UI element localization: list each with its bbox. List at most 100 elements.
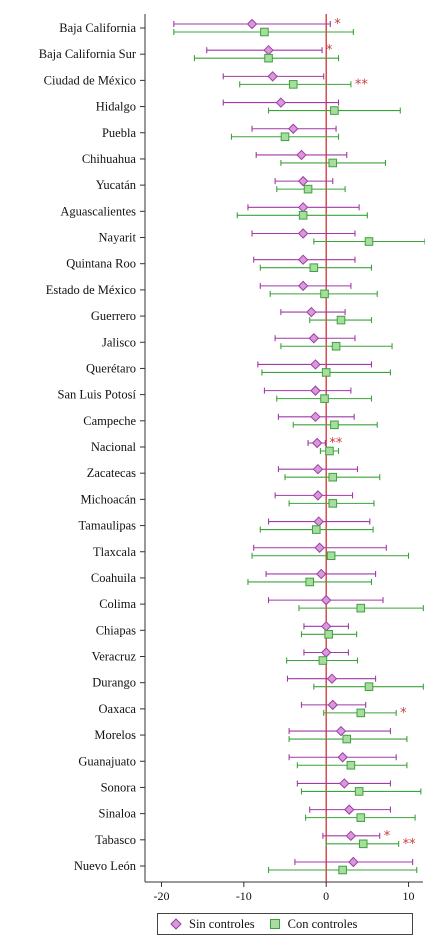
category-label: Colima (99, 597, 136, 611)
category-label: Quintana Roo (66, 257, 136, 271)
point-sin-controles (308, 333, 320, 344)
point-sin-controles (320, 594, 332, 606)
point-sin-controles (296, 149, 307, 161)
point-sin-controles (310, 359, 321, 370)
category-label: Hidalgo (96, 100, 136, 114)
category-label: Guanajuato (78, 754, 136, 768)
category-label: Baja California (59, 21, 136, 35)
category-label: Querétaro (86, 361, 136, 375)
significance-marker: ** (355, 77, 369, 92)
point-sin-controles (297, 280, 309, 292)
point-con-controles (328, 499, 338, 508)
point-sin-controles (345, 830, 357, 842)
point-con-controles (264, 53, 273, 63)
point-con-controles (342, 734, 352, 744)
point-sin-controles (335, 725, 347, 737)
category-label: Nacional (91, 440, 137, 454)
point-sin-controles (246, 18, 258, 30)
point-con-controles (320, 289, 329, 299)
category-label: Sonora (101, 780, 137, 794)
point-sin-controles (312, 463, 324, 475)
point-sin-controles (320, 621, 332, 632)
point-sin-controles (313, 516, 324, 527)
point-con-controles (330, 420, 339, 430)
point-con-controles (356, 603, 366, 613)
diamond-marker-icon (170, 918, 182, 930)
point-sin-controles (310, 411, 321, 423)
point-sin-controles (275, 97, 287, 108)
point-con-controles (364, 237, 374, 246)
category-label: Michoacán (80, 492, 136, 506)
point-sin-controles (297, 228, 309, 239)
category-label: Nuevo León (74, 859, 137, 873)
x-tick-label: 0 (323, 889, 329, 903)
category-label: Yucatán (96, 178, 137, 192)
point-con-controles (331, 341, 341, 351)
point-con-controles (298, 211, 308, 220)
point-con-controles (311, 525, 321, 534)
square-marker-icon (269, 919, 280, 929)
point-sin-controles (314, 542, 325, 553)
category-label: Campeche (83, 414, 136, 428)
point-sin-controles (311, 437, 323, 449)
point-con-controles (324, 630, 333, 639)
category-label: Chiapas (96, 623, 136, 637)
point-sin-controles (339, 778, 350, 789)
point-sin-controles (310, 385, 321, 396)
point-sin-controles (297, 175, 309, 187)
point-con-controles (320, 394, 329, 403)
point-con-controles (280, 132, 290, 142)
point-con-controles (325, 446, 334, 456)
point-sin-controles (320, 647, 332, 658)
point-con-controles (305, 577, 315, 587)
point-con-controles (330, 106, 339, 115)
category-label: Coahuila (91, 571, 137, 585)
category-label: Zacatecas (87, 466, 136, 480)
significance-marker: * (384, 829, 391, 844)
category-label: Jalisco (102, 335, 136, 349)
category-label: Ciudad de México (44, 73, 136, 87)
point-con-controles (303, 184, 313, 194)
category-label: Sinaloa (99, 807, 137, 821)
point-sin-controles (297, 254, 309, 265)
x-tick-label: 10 (403, 889, 415, 903)
category-label: Tabasco (95, 833, 136, 847)
point-sin-controles (344, 804, 355, 815)
point-sin-controles (297, 202, 309, 213)
category-label: Veracruz (92, 650, 137, 664)
point-con-controles (288, 80, 298, 89)
point-con-controles (358, 839, 368, 849)
point-con-controles (328, 472, 338, 482)
significance-marker: ** (403, 837, 417, 852)
point-con-controles (336, 315, 346, 325)
significance-marker: * (334, 17, 341, 32)
category-label: Tlaxcala (93, 545, 136, 559)
point-sin-controles (337, 752, 348, 763)
category-label: Chihuahua (82, 152, 137, 166)
x-tick-label: -20 (153, 889, 169, 903)
point-sin-controles (267, 71, 278, 82)
category-label: Guerrero (91, 309, 136, 323)
point-sin-controles (326, 673, 338, 684)
point-con-controles (260, 27, 269, 37)
category-label: Morelos (94, 728, 136, 742)
point-sin-controles (348, 856, 359, 868)
point-sin-controles (327, 699, 338, 711)
x-tick-label: -10 (236, 889, 252, 903)
point-con-controles (338, 865, 347, 875)
point-con-controles (364, 682, 374, 691)
point-con-controles (321, 368, 331, 377)
point-con-controles (326, 551, 336, 561)
legend-item-con-controles: Con controles (269, 917, 357, 932)
category-label: Puebla (102, 126, 136, 140)
significance-marker: * (326, 43, 333, 58)
point-con-controles (354, 787, 364, 796)
point-sin-controles (263, 44, 274, 56)
category-label: Nayarit (99, 231, 137, 245)
point-sin-controles (316, 568, 327, 580)
point-sin-controles (288, 123, 299, 134)
category-label: Durango (92, 676, 136, 690)
point-con-controles (346, 760, 356, 770)
category-label: Oaxaca (99, 702, 137, 716)
category-label: Aguascalientes (60, 204, 136, 218)
